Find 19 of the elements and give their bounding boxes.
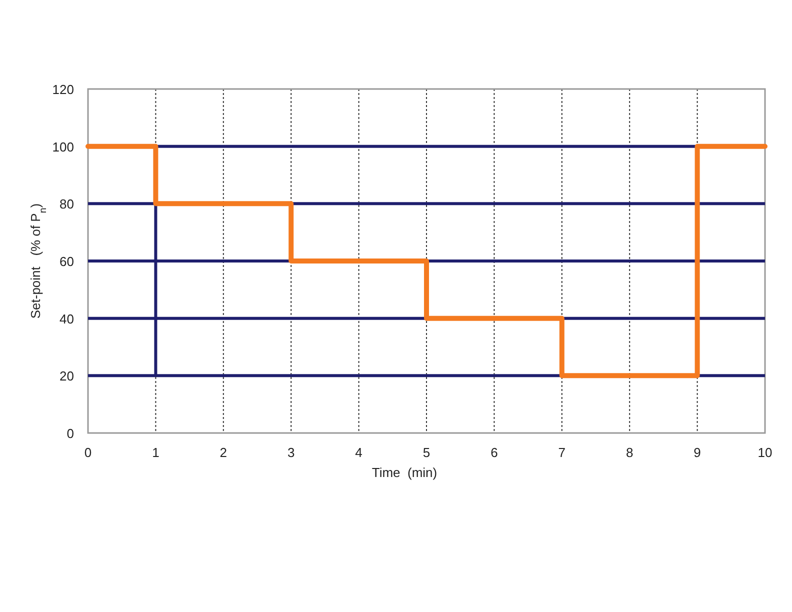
y-tick-label: 100 — [52, 139, 74, 154]
y-tick-label: 120 — [52, 82, 74, 97]
x-tick-label: 6 — [490, 445, 498, 460]
y-tick-label: 80 — [60, 196, 74, 212]
x-tick-label: 7 — [558, 445, 566, 460]
x-tick-label: 9 — [694, 445, 701, 460]
x-tick-label: 0 — [84, 445, 92, 460]
x-tick-label: 1 — [152, 445, 160, 460]
x-tick-label: 3 — [287, 445, 295, 460]
x-tick-label: 5 — [422, 445, 430, 460]
x-tick-label: 10 — [758, 445, 772, 460]
y-tick-label: 40 — [60, 311, 74, 326]
y-tick-label: 0 — [66, 426, 74, 441]
y-tick-label: 20 — [60, 368, 74, 384]
y-tick-label: 60 — [60, 254, 74, 269]
x-tick-label: 8 — [626, 445, 634, 460]
x-tick-label: 2 — [220, 445, 228, 460]
x-axis-title: Time (min) — [372, 465, 438, 480]
x-tick-label: 4 — [355, 445, 362, 460]
